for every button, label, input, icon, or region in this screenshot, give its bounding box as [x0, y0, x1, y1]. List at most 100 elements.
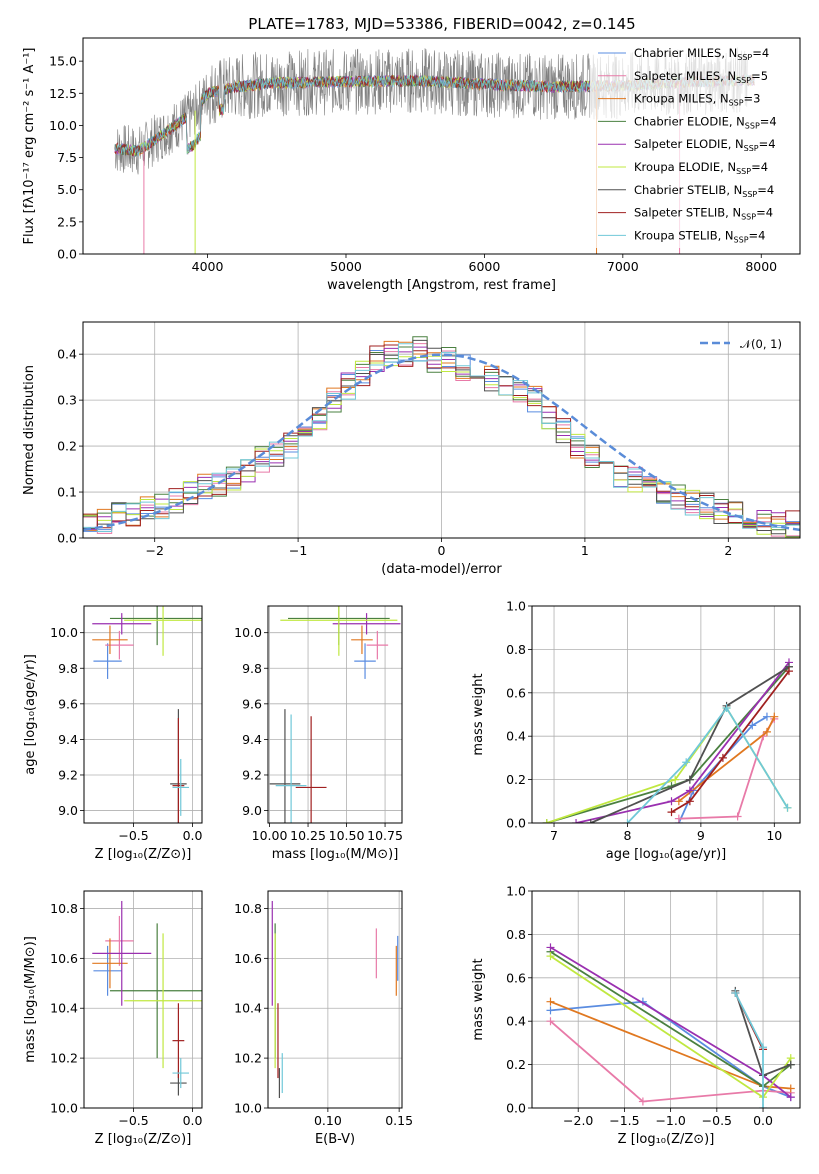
weight-age-point — [784, 667, 793, 676]
age-z-panel-frame — [83, 605, 203, 824]
weight-age-point — [722, 703, 731, 712]
age-z-panel: −0.5 0.0 9.0 9.2 9.4 9.6 9.8 10.0 Z [log₁₀(Z/Z⊙)… — [23, 605, 203, 862]
weight-age-panel-ytick-label: 0.6 — [506, 685, 526, 700]
weight-age-point — [718, 753, 727, 762]
age-z-panel-ytick-label: 9.2 — [58, 767, 78, 782]
age-z-panel-xtick-label: 0.0 — [183, 828, 203, 843]
spectrum-panel-xtick-label: 6000 — [469, 259, 501, 274]
weight-age-line — [671, 670, 790, 813]
spectrum-panel-ytick-label: 12.5 — [49, 86, 77, 101]
residual-panel-xtick-label: −2 — [145, 543, 163, 558]
spectrum-legend-box — [590, 43, 795, 248]
legend-entry-7: Salpeter STELIB, NSSP=4 — [634, 206, 773, 222]
spectrum-panel-ytick-label: 2.5 — [57, 214, 77, 229]
mass-z-panel-xtick-label: −0.5 — [118, 1113, 148, 1128]
weight-age-point — [762, 712, 771, 721]
weight-age-point — [671, 775, 680, 784]
weight-age-line — [626, 706, 789, 823]
weight-age-point — [586, 819, 595, 823]
weight-age-panel-ytick-label: 1.0 — [506, 599, 526, 614]
residual-panel-plot — [83, 336, 800, 538]
weight-z-panel-xtick-label: −0.5 — [702, 1113, 732, 1128]
residual-panel-ylabel: Normed distribution — [22, 365, 37, 495]
residual-panel-xtick-label: −1 — [289, 543, 307, 558]
age-z-panel-grid — [84, 606, 202, 823]
spectrum-panel-xtick-label: 5000 — [330, 259, 362, 274]
weight-z-panel-ytick-label: 0.2 — [506, 1057, 526, 1072]
age-mass-panel-ytick-label: 9.6 — [242, 696, 262, 711]
weight-age-point — [667, 797, 676, 806]
weight-z-point — [759, 1043, 768, 1052]
age-mass-panel-ytick-label: 9.2 — [242, 767, 262, 782]
age-mass-panel-xtick-label: 10.50 — [329, 828, 365, 843]
weight-age-line — [590, 666, 790, 823]
weight-z-point — [638, 1097, 647, 1106]
age-z-panel-plot — [92, 606, 202, 823]
spectrum-panel-xtick-label: 7000 — [607, 259, 639, 274]
residual-panel: −2 −1 0 1 2 0.0 0.1 0.2 0.3 0.4 (data-model)/error… — [22, 321, 801, 577]
mass-ebv-panel-ytick-label: 10.2 — [234, 1051, 262, 1066]
legend-entry-2: Kroupa MILES, NSSP=3 — [634, 92, 760, 108]
weight-z-panel-ytick-label: 0.4 — [506, 1014, 526, 1029]
weight-age-panel-ytick-label: 0.8 — [506, 642, 526, 657]
age-mass-panel-grid — [268, 606, 402, 823]
age-mass-panel-ytick-label: 10.0 — [234, 625, 262, 640]
weight-z-point — [786, 1084, 795, 1093]
figure-title: PLATE=1783, MJD=53386, FIBERID=0042, z=0… — [248, 15, 635, 33]
mass-ebv-panel-xtick-label: 0.10 — [314, 1113, 342, 1128]
weight-age-panel: 7 8 9 10 0.0 0.2 0.4 0.6 0.8 1.0 age [log₁₀(age/yr… — [471, 599, 801, 862]
residual-panel-ytick-label: 0.1 — [57, 485, 77, 500]
weight-z-panel: −2.0 −1.5 −1.0 −0.5 0.0 0.0 0.2 0.4 0.6 0.8 1.0 Z [… — [471, 884, 801, 1147]
residual-panel-ytick-label: 0.0 — [57, 531, 77, 546]
legend-entry-3: Chabrier ELODIE, NSSP=4 — [634, 114, 777, 130]
weight-z-panel-ytick-label: 1.0 — [506, 884, 526, 899]
spectrum-panel-frame — [82, 37, 801, 255]
legend-entry-4: Salpeter ELODIE, NSSP=4 — [634, 137, 776, 153]
weight-z-point — [546, 943, 555, 952]
weight-z-point — [546, 1006, 555, 1015]
spectrum-panel-ytick-label: 5.0 — [57, 182, 77, 197]
mass-ebv-panel-xlabel: E(B-V) — [315, 1132, 355, 1147]
weight-z-point — [786, 1093, 795, 1102]
residual-panel-xtick-label: 2 — [724, 543, 732, 558]
age-z-panel-xlabel: Z [log₁₀(Z/Z⊙)] — [95, 847, 192, 862]
mass-z-panel-ytick-label: 10.6 — [50, 951, 78, 966]
weight-age-point — [685, 775, 694, 784]
weight-age-point — [685, 797, 694, 806]
weight-age-point — [783, 803, 792, 812]
mass-ebv-panel-ytick-label: 10.8 — [234, 901, 262, 916]
residual-panel-ytick-label: 0.3 — [57, 393, 77, 408]
age-mass-panel-xlabel: mass [log₁₀(M/M⊙)] — [272, 847, 399, 862]
mass-z-panel-plot — [92, 900, 202, 1096]
mass-ebv-panel-ytick-label: 10.6 — [234, 951, 262, 966]
mass-z-panel-xlabel: Z [log₁₀(Z/Z⊙)] — [95, 1132, 192, 1147]
mass-ebv-panel: 0.10 0.15 10.0 10.2 10.4 10.6 10.8 E(B-V) — [234, 890, 413, 1147]
weight-age-panel-ylabel: mass weight — [471, 673, 486, 755]
normal-legend-label: 𝒩(0, 1) — [740, 337, 782, 351]
weight-age-panel-ytick-label: 0.4 — [506, 729, 526, 744]
residual-panel-xtick-label: 1 — [581, 543, 589, 558]
weight-age-point — [762, 727, 771, 736]
residual-panel-xtick-label: 0 — [438, 543, 446, 558]
weight-z-panel-ytick-label: 0.0 — [506, 1101, 526, 1116]
age-mass-panel-ytick-label: 9.0 — [242, 803, 262, 818]
weight-age-point — [572, 819, 581, 823]
residual-panel-frame — [82, 321, 801, 539]
mass-z-panel-ytick-label: 10.2 — [50, 1051, 78, 1066]
age-z-panel-ytick-label: 9.0 — [58, 803, 78, 818]
weight-z-point — [546, 1017, 555, 1026]
spectrum-legend: Chabrier MILES, NSSP=4 Salpeter MILES, NS… — [590, 43, 795, 248]
residual-hist-step — [83, 343, 800, 538]
age-z-panel-xtick-label: −0.5 — [118, 828, 148, 843]
legend-entry-8: Kroupa STELIB, NSSP=4 — [634, 228, 765, 244]
mass-z-panel-ylabel: mass [log₁₀(M/M⊙)] — [23, 936, 38, 1063]
weight-z-panel-xlabel: Z [log₁₀(Z/Z⊙)] — [618, 1132, 715, 1147]
age-z-panel-ylabel: age [log₁₀(age/yr)] — [23, 654, 38, 775]
mass-ebv-panel-xtick-label: 0.15 — [385, 1113, 413, 1128]
mass-z-panel: −0.5 0.0 10.0 10.2 10.4 10.6 10.8 Z [log₁₀(Z/Z⊙… — [23, 890, 203, 1147]
weight-z-panel-ytick-label: 0.6 — [506, 970, 526, 985]
residual-panel-ytick-label: 0.4 — [57, 347, 77, 362]
weight-age-point — [542, 819, 551, 823]
weight-age-panel-xtick-label: 10 — [766, 828, 782, 843]
